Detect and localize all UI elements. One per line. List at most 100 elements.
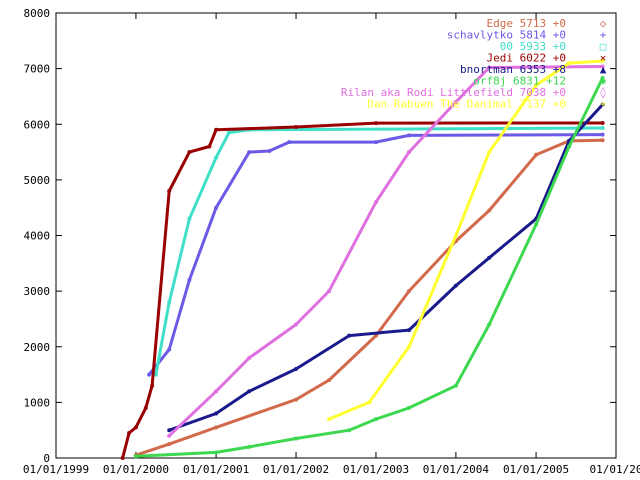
- x-tick-label: 01/01/20: [590, 463, 640, 476]
- data-point: [247, 355, 252, 360]
- data-point: [453, 233, 458, 238]
- y-tick-label: 0: [43, 452, 50, 465]
- data-point: [374, 121, 378, 126]
- series-line-00: [154, 126, 603, 375]
- legend-label: Dan Rabuen The Danimal 7137 +0: [367, 98, 566, 111]
- legend-marker-icon: □: [600, 40, 607, 53]
- data-point: [374, 200, 378, 205]
- data-point: [127, 431, 132, 435]
- data-point: [347, 333, 352, 338]
- data-point: [487, 65, 492, 70]
- data-point: [453, 100, 458, 104]
- x-axis: 01/01/1999 01/01/2000 01/01/2001 01/01/2002…: [23, 13, 640, 476]
- data-point: [147, 372, 152, 377]
- data-point: [567, 61, 572, 66]
- legend-label: Edge 5713 +0: [487, 17, 566, 30]
- data-point: [167, 442, 172, 447]
- series-group: [120, 59, 605, 460]
- data-point: [453, 383, 458, 388]
- data-point: [327, 378, 332, 383]
- x-tick-label: 01/01/2002: [263, 463, 329, 476]
- x-tick-label: 01/01/2003: [343, 463, 409, 476]
- series-line-rilan-aka-rodi-littlefield: [168, 65, 603, 437]
- data-point: [294, 367, 298, 371]
- data-point: [227, 130, 231, 135]
- legend-marker-icon: ◊: [600, 86, 607, 99]
- data-point: [600, 59, 605, 63]
- series-line-schavlytko: [147, 133, 603, 376]
- data-point: [600, 126, 605, 130]
- data-point: [534, 152, 539, 157]
- data-point: [294, 125, 298, 129]
- data-point: [367, 400, 372, 405]
- legend-label: schavlytko 5814 +0: [447, 29, 566, 42]
- data-point: [407, 328, 411, 333]
- y-tick-label: 6000: [24, 118, 51, 131]
- data-point: [247, 150, 252, 155]
- y-axis: 0 1000 2000 3000 4000 5000 6000 7000 8000: [24, 7, 616, 465]
- data-point: [167, 300, 172, 305]
- data-point: [600, 76, 605, 80]
- series-line-dan-rabuen-the-danimal: [328, 59, 603, 421]
- data-point: [600, 138, 605, 143]
- data-point: [187, 150, 192, 155]
- data-point: [187, 278, 192, 282]
- data-point: [287, 140, 292, 145]
- data-point: [600, 102, 605, 107]
- data-point: [294, 436, 298, 441]
- x-tick-label: 01/01/2005: [503, 463, 569, 476]
- data-point: [534, 83, 539, 88]
- data-point: [167, 347, 172, 352]
- x-tick-label: 01/01/2004: [423, 463, 490, 476]
- x-tick-label: 01/01/2000: [103, 463, 169, 476]
- data-point: [407, 344, 411, 349]
- legend-label: orf8j 6831 +12: [473, 75, 566, 88]
- y-tick-label: 3000: [24, 285, 51, 298]
- legend-marker-icon: ✱: [600, 75, 607, 88]
- data-point: [453, 283, 458, 288]
- series-line-orf8j: [135, 77, 604, 458]
- y-tick-label: 1000: [24, 396, 51, 409]
- data-point: [407, 289, 411, 294]
- legend-label: 00 5933 +0: [500, 40, 566, 53]
- data-point: [214, 450, 219, 455]
- series-line-edge: [135, 138, 603, 457]
- data-point: [247, 389, 252, 394]
- x-tick-label: 01/01/1999: [23, 463, 89, 476]
- data-point: [214, 155, 219, 160]
- data-point: [294, 397, 298, 402]
- y-tick-label: 2000: [24, 341, 51, 354]
- data-point: [153, 372, 158, 377]
- legend-marker-icon: ◇: [600, 17, 607, 30]
- data-point: [214, 425, 219, 430]
- y-tick-label: 7000: [24, 63, 51, 76]
- data-point: [327, 417, 332, 422]
- data-point: [407, 150, 411, 155]
- data-point: [143, 405, 148, 410]
- data-point: [534, 222, 539, 227]
- data-point: [487, 150, 492, 155]
- data-point: [600, 64, 605, 69]
- data-point: [150, 383, 155, 388]
- legend-marker-icon: +: [600, 98, 607, 111]
- data-point: [600, 121, 605, 125]
- data-point: [187, 216, 192, 221]
- data-point: [247, 444, 252, 449]
- data-point: [267, 149, 272, 153]
- data-point: [133, 425, 138, 430]
- data-point: [600, 132, 605, 137]
- data-point: [167, 433, 172, 438]
- series-line-jedi: [121, 121, 603, 459]
- legend: Edge 5713 +0 ◇ schavlytko 5814 +0 +00 5933 …: [341, 17, 607, 111]
- data-point: [374, 417, 378, 422]
- data-point: [487, 322, 492, 327]
- data-point: [214, 205, 219, 210]
- data-point: [167, 189, 172, 193]
- data-point: [487, 208, 492, 213]
- data-point: [407, 405, 411, 410]
- data-point: [120, 456, 125, 460]
- legend-label: bnortman 6353 +8: [460, 63, 566, 76]
- legend-label: Jedi 6022 +0: [487, 52, 566, 65]
- data-point: [347, 428, 352, 433]
